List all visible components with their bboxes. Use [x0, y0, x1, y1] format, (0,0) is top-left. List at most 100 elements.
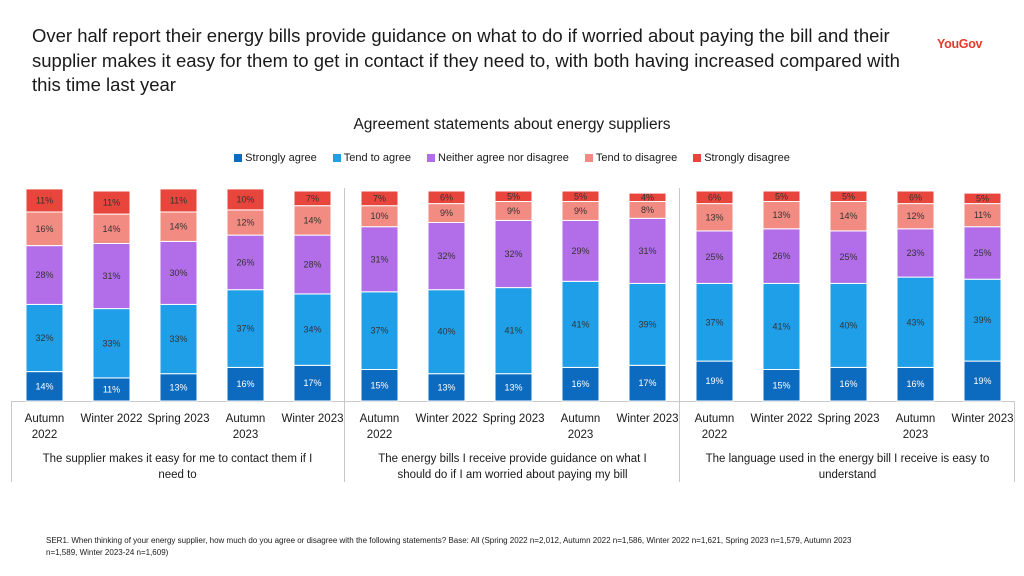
data-label: 5% [842, 191, 855, 201]
bar-segment [293, 234, 332, 295]
yougov-logo: YouGov [937, 37, 983, 51]
legend-swatch [234, 154, 243, 162]
data-label: 37% [705, 317, 723, 327]
x-tick-label: 2022 [702, 429, 728, 441]
data-label: 7% [373, 193, 386, 203]
bar-segment [226, 209, 265, 236]
legend-label: Neither agree nor disagree [438, 152, 569, 164]
bar-segment [159, 188, 198, 213]
data-label: 13% [437, 382, 455, 392]
x-tick-label: Autumn [360, 413, 400, 425]
data-label: 11% [103, 198, 120, 208]
group-label: The energy bills I receive provide guida… [378, 453, 647, 465]
stacked-bar-chart: 14% 32% 28% 16% 11% Autumn 2022 11% 33% 31% 14% 11%… [11, 188, 1015, 482]
data-label: 11% [36, 195, 53, 205]
data-label: 41% [772, 321, 790, 331]
data-label: 9% [507, 206, 520, 216]
bar-segment [159, 303, 198, 375]
data-label: 19% [705, 376, 723, 386]
bar-segment [159, 373, 198, 402]
data-label: 13% [772, 210, 790, 220]
bar-segment [494, 219, 533, 289]
data-label: 16% [839, 379, 857, 389]
data-label: 8% [641, 205, 654, 215]
bar-segment [427, 373, 466, 402]
data-label: 12% [906, 211, 924, 221]
bar-segment [159, 211, 198, 242]
data-label: 39% [638, 319, 656, 329]
data-label: 10% [236, 194, 254, 204]
bar-segment [25, 245, 64, 305]
data-label: 28% [303, 260, 321, 270]
group-label: The language used in the energy bill I r… [706, 453, 990, 465]
group-label: The supplier makes it easy for me to con… [43, 453, 313, 465]
data-label: 9% [574, 206, 587, 216]
legend-swatch [584, 154, 593, 162]
x-tick-label: Autumn [25, 413, 65, 425]
bar-segment [92, 213, 131, 245]
chart-title: Agreement statements about energy suppli… [353, 116, 671, 133]
data-label: 40% [839, 320, 857, 330]
bar-segment [25, 371, 64, 402]
data-label: 15% [370, 380, 388, 390]
legend-item-strongly-agree: Strongly agree [234, 152, 317, 164]
data-label: 14% [839, 211, 857, 221]
data-label: 33% [102, 338, 120, 348]
legend-item-tend-to-disagree: Tend to disagree [584, 152, 677, 164]
x-tick-label: Winter 2023 [951, 413, 1013, 425]
data-label: 15% [772, 380, 790, 390]
data-label: 16% [571, 379, 589, 389]
data-label: 31% [370, 254, 388, 264]
legend-label: Strongly agree [245, 152, 317, 164]
data-label: 41% [571, 319, 589, 329]
data-label: 28% [35, 270, 53, 280]
bar-segment [92, 243, 131, 310]
data-label: 25% [973, 248, 991, 258]
bar-segment [427, 222, 466, 291]
data-label: 5% [775, 191, 788, 201]
bar-segment [293, 205, 332, 236]
bar-segment [829, 230, 868, 284]
data-label: 4% [641, 192, 654, 202]
data-label: 32% [437, 251, 455, 261]
x-tick-label: Winter 2022 [415, 413, 477, 425]
x-tick-label: 2023 [233, 429, 259, 441]
data-label: 40% [437, 327, 455, 337]
data-label: 16% [35, 224, 53, 234]
data-label: 32% [35, 333, 53, 343]
bar-segment [963, 192, 1002, 205]
chart-legend: Strongly agree Tend to agree Neither agr… [0, 152, 1024, 164]
bar-segment [628, 192, 667, 203]
data-label: 29% [571, 246, 589, 256]
x-tick-label: Spring 2023 [482, 413, 544, 425]
data-label: 14% [35, 381, 53, 391]
data-label: 7% [306, 193, 319, 203]
x-tick-label: Autumn [226, 413, 266, 425]
legend-label: Tend to agree [343, 152, 411, 164]
data-label: 6% [909, 192, 922, 202]
bar-segment [963, 360, 1002, 402]
data-label: 16% [236, 379, 254, 389]
bar-segment [92, 190, 131, 215]
data-label: 13% [504, 382, 522, 392]
bar-segment [695, 203, 734, 232]
bar-segment [226, 366, 265, 402]
x-tick-label: Autumn [896, 413, 936, 425]
bar-segment [360, 190, 399, 207]
bar-segment [829, 366, 868, 402]
bar-segment [360, 369, 399, 402]
x-tick-label: Winter 2022 [80, 413, 142, 425]
x-tick-label: Winter 2023 [616, 413, 678, 425]
data-label: 6% [440, 192, 453, 202]
page-title: Over half report their energy bills prov… [32, 25, 900, 95]
data-label: 5% [574, 191, 587, 201]
data-label: 39% [973, 315, 991, 325]
data-label: 13% [169, 382, 187, 392]
bar-segment [762, 369, 801, 402]
bar-segment [293, 364, 332, 402]
footnote: SER1. When thinking of your energy suppl… [46, 536, 852, 557]
bar-segment [896, 228, 935, 278]
data-label: 12% [236, 218, 254, 228]
bar-segment [829, 190, 868, 202]
data-label: 26% [772, 251, 790, 261]
